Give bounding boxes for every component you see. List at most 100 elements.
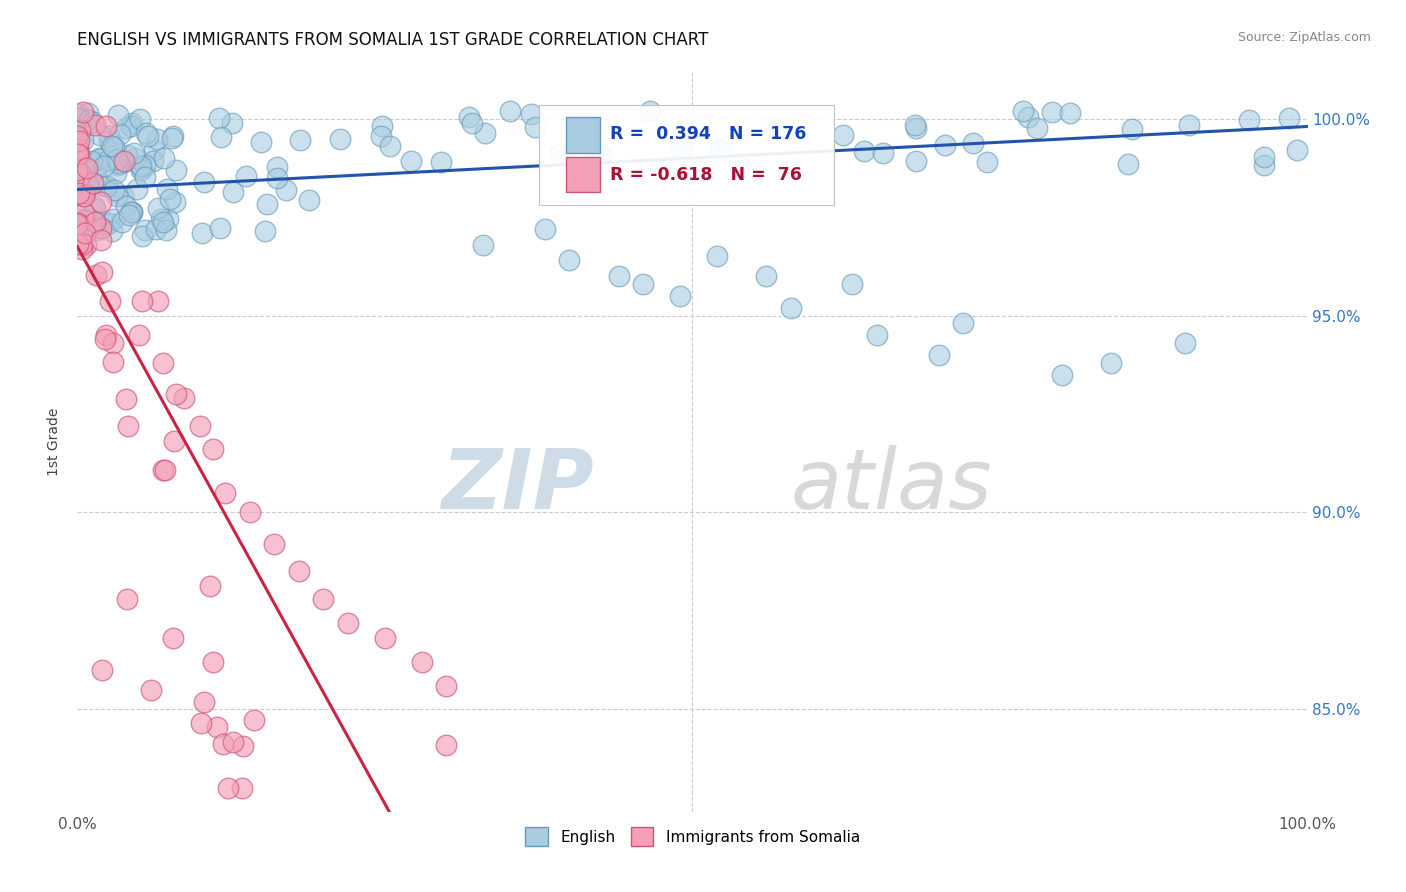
Point [131, 293, 153, 308]
Point [152, 463, 174, 477]
Point [145, 222, 167, 236]
Point [67, 170, 90, 185]
Point [75, 186, 97, 201]
Point [499, 104, 522, 119]
Point [461, 116, 484, 130]
Point [118, 208, 141, 222]
Point [67, 107, 90, 121]
Point [548, 147, 571, 161]
Point [66, 128, 89, 143]
Point [1017, 110, 1039, 124]
Point [98, 293, 121, 308]
Point [134, 158, 156, 172]
Point [841, 277, 863, 291]
Point [276, 183, 298, 197]
Point [212, 737, 235, 751]
Point [250, 136, 273, 150]
Point [103, 183, 125, 197]
Point [103, 140, 125, 154]
Point [534, 222, 557, 236]
Point [162, 434, 184, 448]
Point [105, 189, 128, 203]
Point [436, 738, 458, 752]
Point [80, 218, 103, 232]
Point [474, 126, 496, 140]
Point [191, 226, 214, 240]
Point [66, 129, 89, 144]
Point [266, 160, 288, 174]
Point [66, 111, 89, 125]
Point [211, 130, 233, 145]
Point [165, 163, 187, 178]
Point [1237, 112, 1260, 127]
Point [69, 167, 91, 181]
Point [83, 199, 105, 213]
Point [142, 153, 165, 168]
Point [150, 212, 173, 227]
Point [589, 147, 612, 161]
Point [121, 116, 143, 130]
Point [1253, 151, 1275, 165]
Point [91, 178, 114, 192]
Point [243, 713, 266, 727]
Point [69, 192, 91, 206]
Point [558, 253, 581, 268]
Point [371, 120, 394, 134]
Point [103, 335, 125, 350]
Point [671, 140, 693, 154]
Point [75, 118, 97, 132]
Point [520, 107, 543, 121]
Point [108, 155, 131, 169]
Point [90, 663, 114, 677]
Point [67, 216, 90, 230]
Point [193, 695, 215, 709]
Point [94, 327, 117, 342]
Point [1025, 121, 1047, 136]
Point [131, 229, 153, 244]
Point [152, 215, 174, 229]
Point [101, 355, 124, 369]
Point [77, 113, 100, 128]
Point [67, 134, 90, 148]
Point [66, 122, 89, 136]
Point [235, 169, 257, 183]
Point [122, 145, 145, 160]
Point [934, 137, 956, 152]
Point [108, 156, 131, 170]
Point [120, 120, 142, 134]
Point [256, 197, 278, 211]
Point [94, 332, 117, 346]
Point [1286, 143, 1309, 157]
Point [378, 139, 401, 153]
Point [83, 119, 105, 133]
Point [436, 679, 458, 693]
Point [84, 171, 107, 186]
Point [329, 132, 352, 146]
Point [73, 161, 96, 175]
Point [190, 715, 212, 730]
Point [67, 146, 90, 161]
Point [162, 632, 184, 646]
Point [66, 163, 89, 178]
Point [112, 153, 135, 168]
Point [76, 105, 98, 120]
Point [298, 193, 321, 207]
Text: ENGLISH VS IMMIGRANTS FROM SOMALIA 1ST GRADE CORRELATION CHART: ENGLISH VS IMMIGRANTS FROM SOMALIA 1ST G… [77, 31, 709, 49]
Point [201, 655, 224, 669]
Point [472, 237, 495, 252]
Point [217, 781, 239, 796]
Point [193, 175, 215, 189]
Point [1174, 336, 1197, 351]
Point [90, 233, 112, 247]
Point [221, 116, 243, 130]
Point [288, 565, 311, 579]
Point [76, 161, 98, 176]
Point [82, 114, 104, 128]
Point [1040, 104, 1063, 119]
Point [399, 153, 422, 168]
Point [73, 212, 96, 227]
Point [73, 218, 96, 232]
Point [633, 277, 655, 291]
Point [374, 632, 396, 646]
Point [709, 143, 731, 157]
